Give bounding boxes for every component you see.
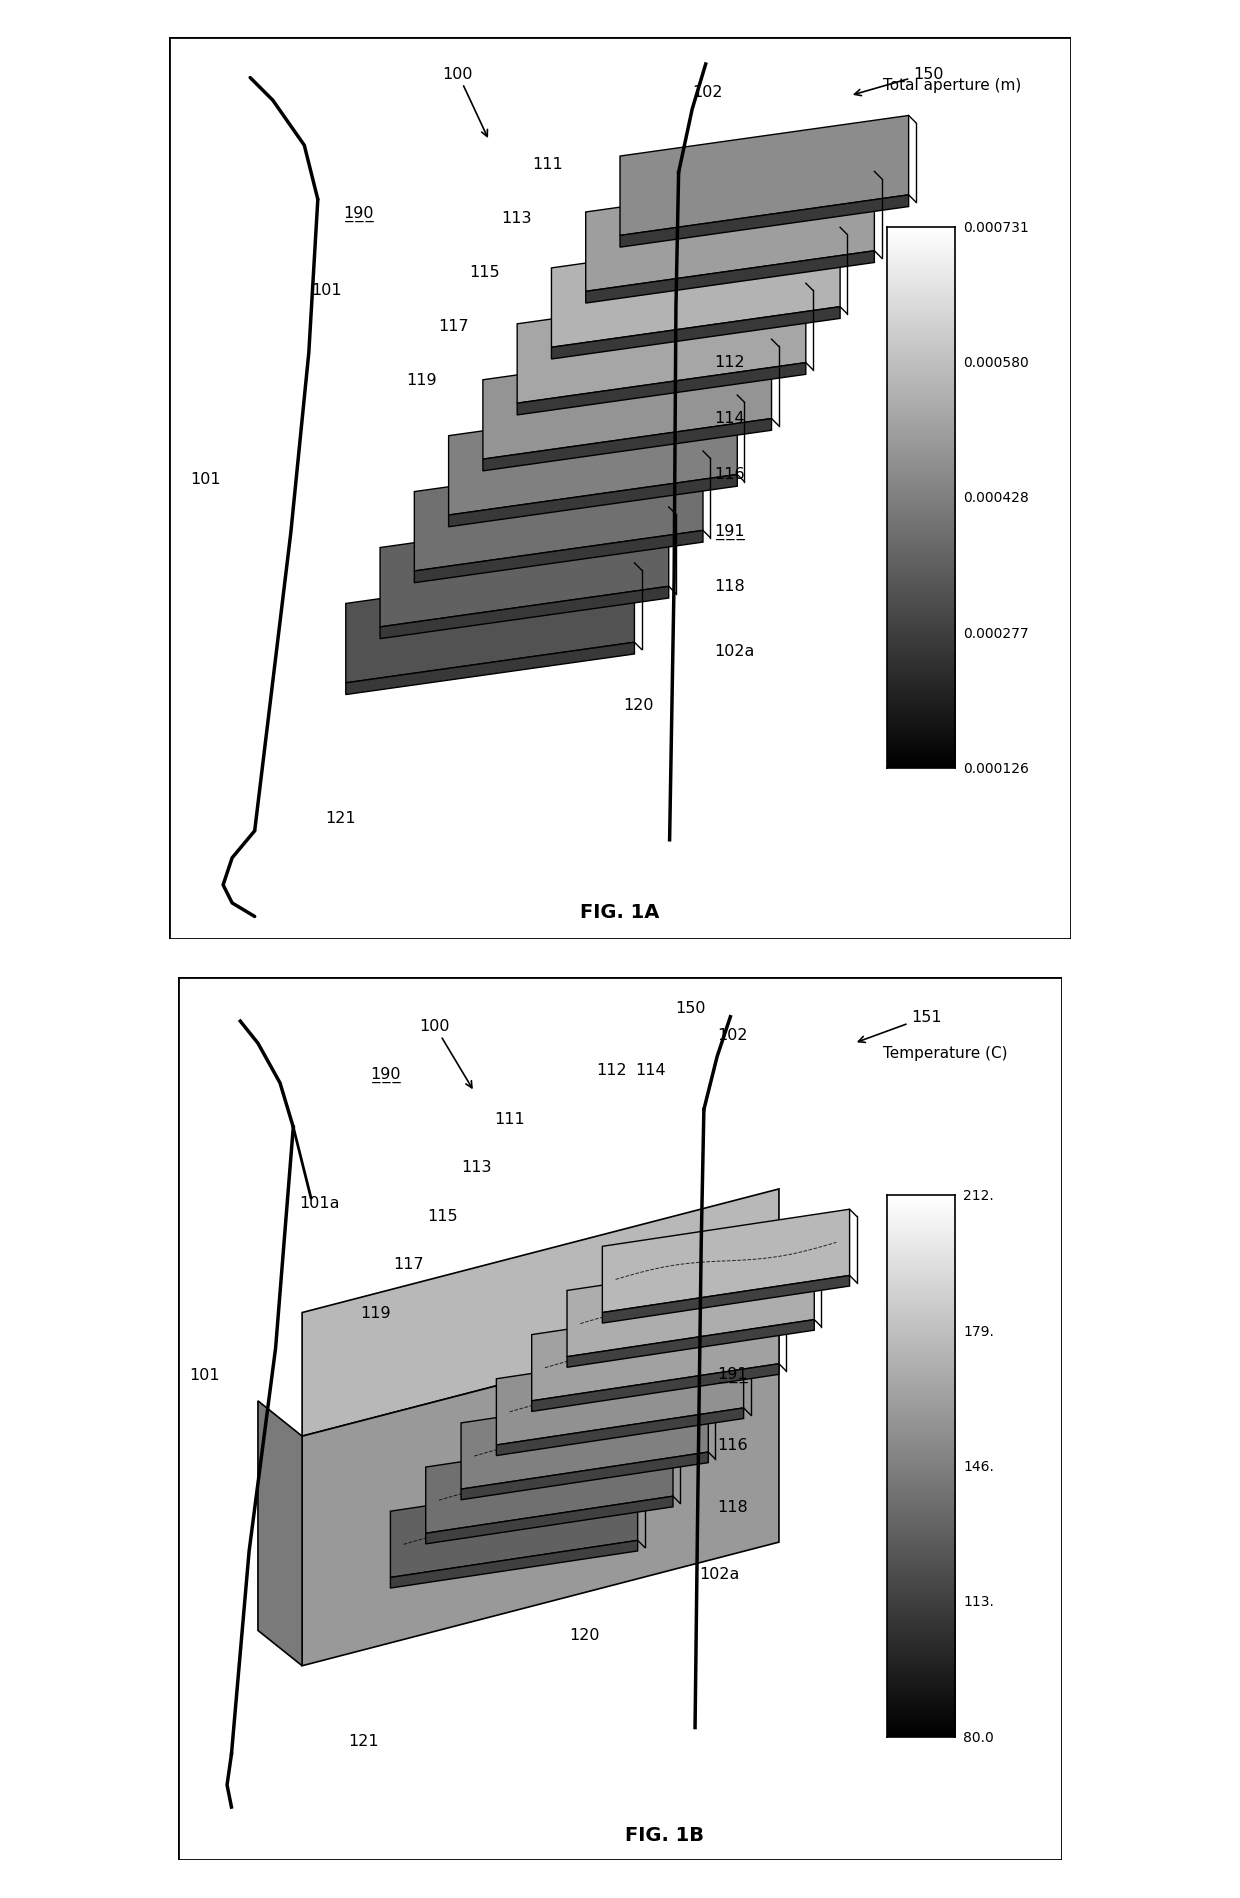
Polygon shape bbox=[461, 1386, 708, 1490]
Polygon shape bbox=[482, 419, 771, 471]
Text: 0.000277: 0.000277 bbox=[963, 626, 1029, 640]
Text: FIG. 1A: FIG. 1A bbox=[580, 902, 660, 922]
Text: 101: 101 bbox=[311, 283, 342, 298]
Text: FIG. 1B: FIG. 1B bbox=[625, 1826, 703, 1845]
Text: 116: 116 bbox=[714, 467, 745, 482]
Polygon shape bbox=[532, 1298, 779, 1401]
Text: 102: 102 bbox=[692, 85, 723, 99]
Text: 119: 119 bbox=[360, 1306, 391, 1321]
Polygon shape bbox=[567, 1255, 815, 1357]
Polygon shape bbox=[381, 586, 668, 640]
Polygon shape bbox=[517, 285, 806, 404]
Text: 0.000126: 0.000126 bbox=[963, 761, 1029, 776]
Polygon shape bbox=[552, 307, 839, 361]
Text: 120: 120 bbox=[622, 698, 653, 712]
Text: 146.: 146. bbox=[963, 1460, 993, 1473]
Text: 112: 112 bbox=[596, 1063, 626, 1078]
Text: 0.000580: 0.000580 bbox=[963, 357, 1029, 370]
Text: 116: 116 bbox=[717, 1439, 748, 1452]
Text: 0.000731: 0.000731 bbox=[963, 220, 1029, 235]
Polygon shape bbox=[585, 252, 874, 304]
Text: 113: 113 bbox=[461, 1160, 491, 1175]
Text: 212.: 212. bbox=[963, 1188, 993, 1203]
Text: 0.000428: 0.000428 bbox=[963, 492, 1029, 505]
Polygon shape bbox=[258, 1401, 303, 1666]
Polygon shape bbox=[414, 452, 703, 571]
Polygon shape bbox=[620, 116, 909, 237]
Text: 118: 118 bbox=[714, 579, 745, 594]
Text: 113.: 113. bbox=[963, 1594, 993, 1608]
Polygon shape bbox=[449, 397, 738, 516]
Text: 120: 120 bbox=[569, 1627, 600, 1642]
Text: Total aperture (m): Total aperture (m) bbox=[883, 78, 1022, 93]
Text: 1̲9̲1̲: 1̲9̲1̲ bbox=[717, 1367, 748, 1384]
Text: 101a: 101a bbox=[300, 1196, 340, 1211]
Polygon shape bbox=[346, 564, 635, 683]
Text: 150: 150 bbox=[854, 66, 944, 97]
Text: 1̲9̲0̲: 1̲9̲0̲ bbox=[371, 1067, 402, 1082]
Text: 114: 114 bbox=[636, 1063, 666, 1078]
Text: 121: 121 bbox=[348, 1733, 379, 1748]
Text: 102a: 102a bbox=[714, 643, 755, 659]
Text: 100: 100 bbox=[419, 1019, 472, 1088]
Text: 102: 102 bbox=[717, 1027, 748, 1042]
Polygon shape bbox=[567, 1319, 815, 1368]
Text: 118: 118 bbox=[717, 1499, 748, 1515]
Text: 80.0: 80.0 bbox=[963, 1729, 993, 1744]
Polygon shape bbox=[461, 1452, 708, 1499]
Text: Temperature (C): Temperature (C) bbox=[883, 1046, 1008, 1061]
Text: 1̲9̲0̲: 1̲9̲0̲ bbox=[343, 205, 373, 222]
Polygon shape bbox=[517, 363, 806, 416]
Polygon shape bbox=[496, 1408, 744, 1456]
Text: 113: 113 bbox=[501, 211, 532, 226]
Polygon shape bbox=[603, 1275, 849, 1323]
Polygon shape bbox=[620, 195, 909, 249]
Polygon shape bbox=[391, 1541, 637, 1589]
Text: 115: 115 bbox=[428, 1209, 458, 1222]
Polygon shape bbox=[425, 1431, 673, 1534]
Polygon shape bbox=[449, 474, 738, 528]
Text: 100: 100 bbox=[443, 66, 487, 137]
Polygon shape bbox=[603, 1209, 849, 1313]
Text: 117: 117 bbox=[438, 319, 469, 334]
Polygon shape bbox=[552, 228, 839, 347]
Text: 151: 151 bbox=[858, 1010, 942, 1042]
Text: 112: 112 bbox=[714, 355, 745, 370]
Polygon shape bbox=[482, 340, 771, 459]
Polygon shape bbox=[303, 1190, 779, 1437]
Text: 101: 101 bbox=[190, 1367, 221, 1382]
Polygon shape bbox=[381, 507, 668, 628]
Text: 119: 119 bbox=[407, 374, 436, 387]
Text: 114: 114 bbox=[714, 412, 745, 425]
Text: 102a: 102a bbox=[699, 1566, 740, 1581]
Polygon shape bbox=[391, 1475, 637, 1577]
Text: 179.: 179. bbox=[963, 1325, 993, 1338]
Polygon shape bbox=[532, 1365, 779, 1412]
Text: 150: 150 bbox=[676, 1000, 706, 1015]
Polygon shape bbox=[496, 1342, 744, 1444]
Text: 1̲9̲1̲: 1̲9̲1̲ bbox=[714, 524, 745, 541]
Polygon shape bbox=[414, 531, 703, 583]
Text: 101: 101 bbox=[190, 473, 221, 488]
Text: 111: 111 bbox=[495, 1110, 525, 1126]
Text: 117: 117 bbox=[393, 1256, 424, 1272]
Polygon shape bbox=[425, 1496, 673, 1545]
Polygon shape bbox=[585, 173, 874, 292]
Polygon shape bbox=[303, 1313, 779, 1666]
Text: 121: 121 bbox=[325, 810, 356, 826]
Polygon shape bbox=[346, 643, 635, 695]
Text: 111: 111 bbox=[532, 158, 563, 171]
Text: 115: 115 bbox=[470, 266, 500, 279]
